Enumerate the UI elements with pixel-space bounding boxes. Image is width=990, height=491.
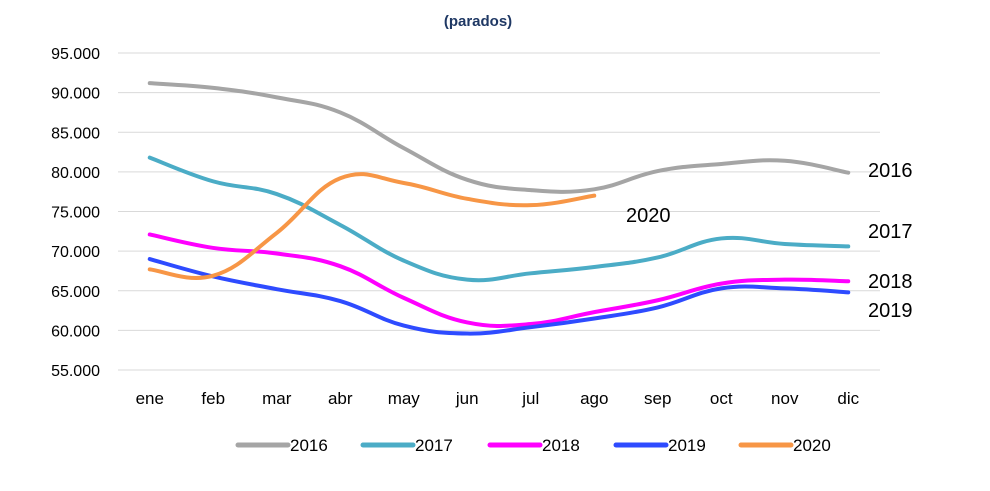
x-tick-label: ene (136, 389, 164, 408)
gridlines (118, 52, 880, 371)
y-tick-label: 90.000 (51, 86, 100, 103)
end-label-2020: 2020 (626, 205, 671, 227)
series-line-2018 (147, 232, 851, 328)
series-lines (147, 81, 851, 336)
legend: 2016 2017 2018 2019 2020 (235, 436, 831, 455)
x-tick-label: sep (644, 389, 671, 408)
x-tick-label: oct (710, 389, 733, 408)
y-tick-label: 95.000 (51, 46, 100, 63)
x-tick-label: ago (580, 389, 608, 408)
y-tick-label: 60.000 (51, 323, 100, 340)
x-tick-label: jun (455, 389, 479, 408)
y-tick-label: 75.000 (51, 205, 100, 222)
end-label-2018: 2018 (868, 271, 913, 293)
legend-label-2017: 2017 (415, 436, 453, 455)
series-line-2019 (147, 257, 851, 336)
legend-label-2018: 2018 (542, 436, 580, 455)
series-line-2017 (147, 155, 851, 283)
x-tick-label: may (388, 389, 421, 408)
legend-label-2020: 2020 (793, 436, 831, 455)
series-end-labels: 2016 2017 2018 2019 2020 (626, 160, 913, 322)
x-tick-label: abr (328, 389, 353, 408)
end-label-2016: 2016 (868, 160, 913, 182)
x-tick-label: mar (262, 389, 292, 408)
end-label-2017: 2017 (868, 221, 913, 243)
y-tick-label: 55.000 (51, 363, 100, 380)
y-tick-label: 80.000 (51, 165, 100, 182)
y-tick-label: 70.000 (51, 244, 100, 261)
series-line-2016 (147, 81, 851, 194)
x-tick-label: feb (201, 389, 225, 408)
x-axis-tick-labels: ene feb mar abr may jun jul ago sep oct nov dic (136, 389, 860, 408)
x-tick-label: jul (521, 389, 539, 408)
series-line-2020 (147, 172, 597, 280)
y-tick-label: 85.000 (51, 125, 100, 142)
y-tick-label: 65.000 (51, 284, 100, 301)
legend-label-2019: 2019 (668, 436, 706, 455)
x-tick-label: nov (771, 389, 799, 408)
chart-subtitle: (parados) (444, 13, 512, 30)
legend-label-2016: 2016 (290, 436, 328, 455)
x-tick-label: dic (837, 389, 859, 408)
end-label-2019: 2019 (868, 300, 913, 322)
y-axis-tick-labels: 95.000 90.000 85.000 80.000 75.000 70.000 65.0… (51, 46, 100, 380)
